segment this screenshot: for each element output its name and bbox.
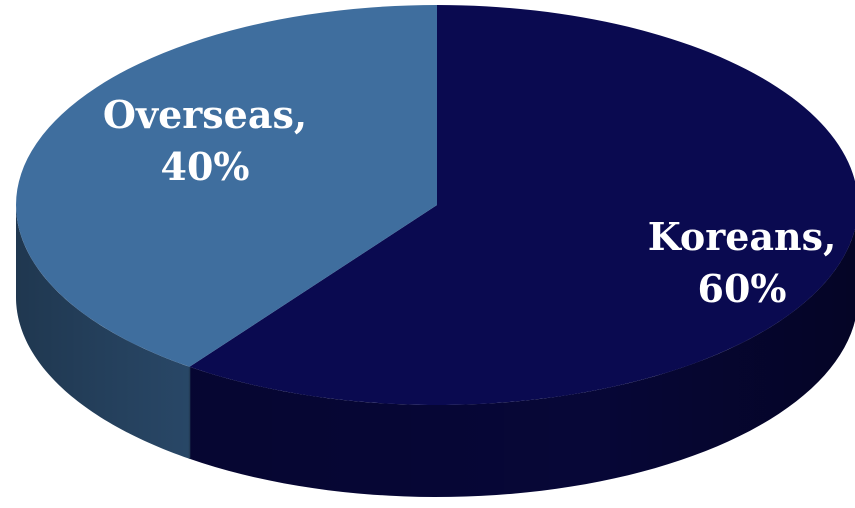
pie-tops [16, 5, 855, 405]
slice-side-koreans-shading [189, 228, 855, 497]
slice-top-overseas [16, 5, 437, 367]
slice-label-koreans: Koreans, [648, 214, 837, 259]
pie-sides [16, 205, 855, 497]
slice-value-overseas: 40% [161, 144, 250, 189]
slice-top-koreans [189, 5, 855, 405]
slice-value-koreans: 60% [698, 266, 787, 311]
pie-labels: Overseas, 40% Koreans, 60% [103, 92, 836, 311]
slice-label-overseas: Overseas, [103, 92, 307, 137]
slice-side-overseas-shading [16, 205, 190, 459]
